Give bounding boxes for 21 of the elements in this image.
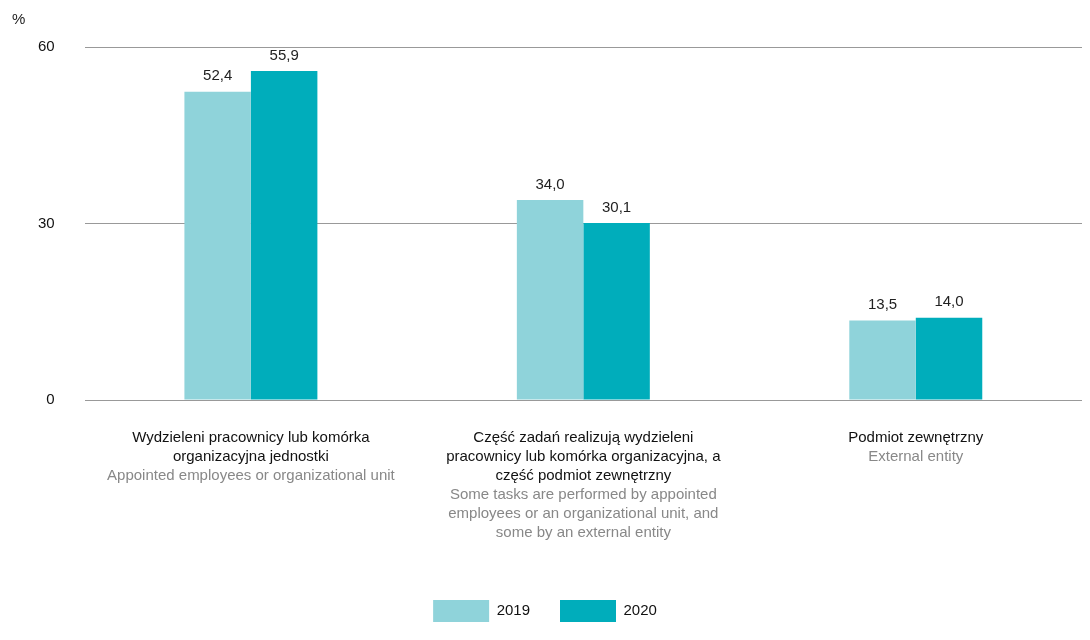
bar — [849, 320, 916, 400]
data-label: 55,9 — [269, 45, 299, 63]
legend-label: 2019 — [496, 601, 531, 619]
bar — [250, 71, 318, 400]
x-tick-label: Część zadań realizują wydzieleni pracownicy lub komórka organizacyjna, a część podmiot zewnętrzny Some tasks are performed by appointed employees or an organizational unit, and some by an external entity — [446, 427, 722, 540]
bar — [184, 91, 251, 400]
x-tick-label: Podmiot zewnętrzny External entity — [848, 427, 984, 464]
y-tick-label: 0 — [46, 390, 55, 408]
data-label: 52,4 — [203, 66, 233, 84]
y-tick-label: 60 — [38, 37, 55, 55]
data-label: 13,5 — [867, 295, 898, 313]
y-tick-label: 30 — [38, 213, 55, 231]
data-label: 30,1 — [601, 197, 632, 215]
x-tick-label: Wydzieleni pracownicy lub komórka organizacyjna jednostki Appointed employees or organizational unit — [107, 427, 396, 483]
data-label: 14,0 — [934, 292, 964, 310]
legend-label: 2020 — [623, 601, 657, 619]
data-label: 34,0 — [535, 174, 565, 192]
bar — [516, 199, 584, 400]
bar — [915, 317, 983, 400]
y-axis-title: % — [12, 9, 26, 27]
bar — [583, 222, 650, 400]
